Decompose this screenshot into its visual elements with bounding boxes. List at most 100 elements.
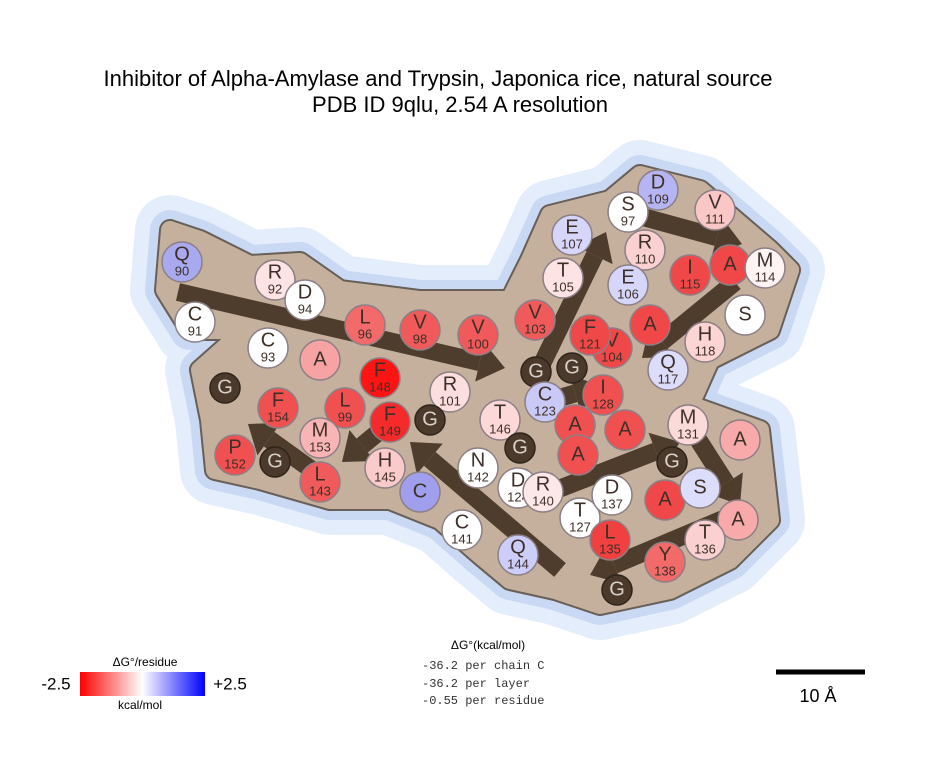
residue-letter: A [568, 413, 582, 435]
residue-number: 97 [621, 213, 635, 228]
residue-letter: G [564, 356, 580, 378]
residue-letter: Y [658, 543, 671, 565]
residue-letter: R [443, 373, 457, 395]
residue-circle [254, 259, 296, 301]
residue-number: 106 [617, 286, 639, 301]
residue-letter: I [687, 256, 693, 278]
residue-circle [257, 387, 299, 429]
residue-number: 152 [224, 456, 246, 471]
residue-number: 121 [579, 336, 601, 351]
residue-number: 143 [309, 483, 331, 498]
colorbar-title: ΔG°/residue [113, 655, 178, 669]
residue-letter: L [314, 463, 325, 485]
residue-letter: D [511, 469, 525, 491]
residue-letter: E [621, 266, 634, 288]
residue-circle [557, 434, 599, 476]
residue-number: 98 [413, 331, 427, 346]
residue-circle [364, 447, 406, 489]
arrowhead [342, 430, 375, 462]
strand [175, 283, 482, 371]
colorbar-unit: kcal/mol [118, 698, 162, 712]
residue-circle [669, 254, 711, 296]
residue-circle [551, 214, 593, 256]
residue-letter: R [536, 473, 550, 495]
residue-letter: A [723, 253, 737, 275]
residue-circle [324, 387, 366, 429]
residue-number: 104 [601, 349, 623, 364]
summary-line: -0.55 per residue [422, 694, 544, 708]
residue-letter: C [455, 511, 469, 533]
residue-letter: A [658, 488, 672, 510]
residue: S97 [607, 191, 649, 233]
residue-circle [161, 241, 203, 283]
colorbar-min: -2.5 [41, 674, 70, 693]
residue-letter: V [413, 311, 427, 333]
residue-circle [457, 447, 499, 489]
residue-number: 138 [654, 563, 676, 578]
residue-number: 107 [561, 236, 583, 251]
arrowhead [590, 546, 622, 584]
residue-letter: E [565, 216, 578, 238]
residue-letter: L [604, 521, 615, 543]
residue-number: 137 [601, 496, 623, 511]
summary-line: -36.2 per layer [422, 677, 530, 691]
residue-number: 136 [694, 541, 716, 556]
residue-circle [284, 279, 326, 321]
residue-letter: V [471, 316, 485, 338]
residue-number: 117 [658, 371, 679, 386]
residue-number: 91 [188, 323, 202, 338]
strand [531, 251, 603, 372]
colorbar [80, 672, 205, 696]
residue-circle [209, 372, 241, 404]
residue-letter: G [217, 376, 233, 398]
residue-letter: G [422, 408, 438, 430]
residue-letter: L [339, 389, 350, 411]
residue: L99 [324, 387, 366, 429]
residue-circle [399, 309, 441, 351]
residue-letter: T [557, 259, 569, 281]
residue-number: 141 [451, 531, 473, 546]
residue-letter: G [664, 450, 680, 472]
residue-letter: A [731, 508, 745, 530]
residue-letter: F [384, 403, 396, 425]
residue-letter: G [609, 578, 625, 600]
residue-circle [174, 301, 216, 343]
residue: G [504, 432, 536, 464]
residue-number: 142 [467, 469, 489, 484]
residue: R92 [254, 259, 296, 301]
residue-number: 154 [267, 409, 289, 424]
residue-number: 94 [298, 301, 312, 316]
residue-number: 93 [261, 349, 275, 364]
residue-letter: Q [510, 536, 526, 558]
residue-circle [514, 299, 556, 341]
residue: A [299, 339, 341, 381]
residue-number: 127 [569, 519, 591, 534]
residue-circle [607, 264, 649, 306]
residue-number: 128 [592, 396, 614, 411]
strands [175, 205, 744, 584]
residue-number: 90 [175, 263, 189, 278]
residue-circle [644, 541, 686, 583]
residue: Q90 [161, 241, 203, 283]
residue-number: 153 [309, 439, 331, 454]
residue-number: 100 [467, 336, 489, 351]
residue-number: 103 [524, 321, 546, 336]
residue-letter: F [374, 359, 386, 381]
residue-circle [684, 321, 726, 363]
residue-letter: G [528, 360, 544, 382]
